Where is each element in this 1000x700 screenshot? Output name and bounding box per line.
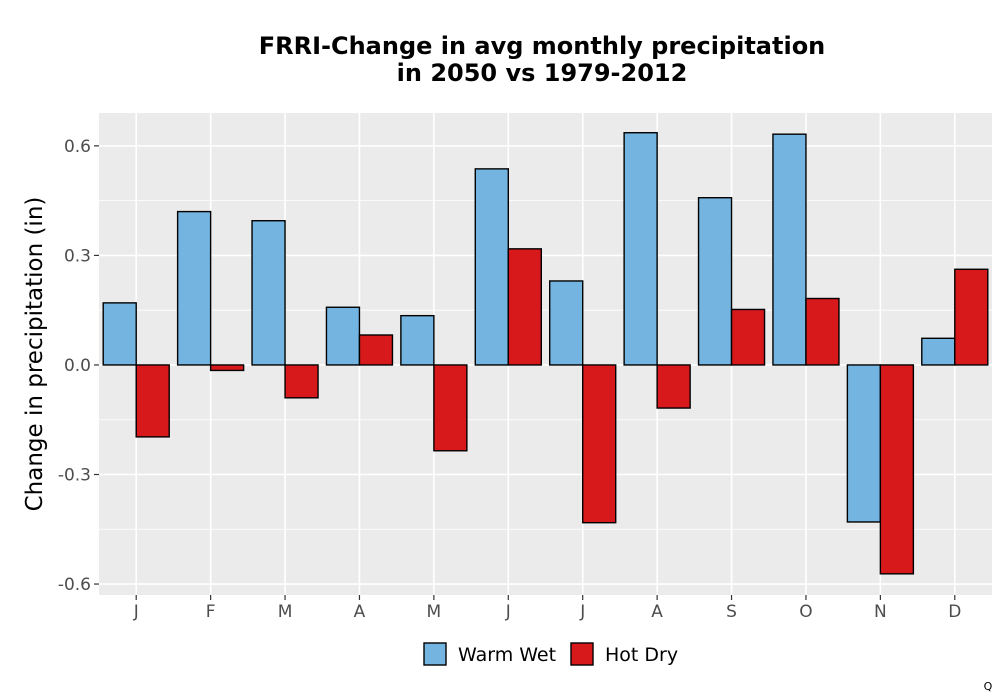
y-tick-label: 0.6: [64, 137, 91, 157]
legend-label-warm-wet: Warm Wet: [458, 644, 556, 666]
bar-hot-dry: [507, 248, 542, 366]
bar-hot-dry: [284, 364, 319, 399]
bars: [102, 132, 989, 575]
bar-hot-dry: [805, 297, 840, 366]
legend-key-hot-dry: [570, 642, 594, 666]
bar-warm-wet: [921, 337, 956, 366]
bar-warm-wet: [772, 133, 807, 366]
bar-hot-dry: [135, 364, 170, 438]
x-tick-label: J: [505, 602, 511, 622]
bar-hot-dry: [730, 308, 766, 366]
y-tick-label: -0.6: [58, 575, 91, 595]
bar-hot-dry: [433, 364, 468, 452]
bar-warm-wet: [623, 132, 658, 366]
x-tick-label: M: [278, 602, 293, 622]
x-tick-label: N: [874, 602, 887, 622]
chart-title-line-2: in 2050 vs 1979-2012: [397, 59, 688, 87]
chart-title-line-1: FRRI-Change in avg monthly precipitation: [259, 32, 826, 60]
bar-warm-wet: [846, 364, 882, 523]
x-tick-label: M: [427, 602, 442, 622]
bar-hot-dry: [879, 364, 915, 575]
y-tick-label: -0.3: [58, 466, 91, 486]
x-tick-label: J: [579, 602, 585, 622]
bar-warm-wet: [697, 197, 733, 366]
plot-panel: [99, 113, 992, 595]
bar-warm-wet: [325, 306, 361, 366]
corner-mark: Q: [984, 680, 993, 693]
bar-warm-wet: [400, 314, 435, 366]
bar-hot-dry: [954, 268, 989, 366]
bar-warm-wet: [251, 220, 286, 366]
legend-label-hot-dry: Hot Dry: [605, 644, 678, 666]
y-tick-label: 0.0: [64, 356, 91, 376]
bar-hot-dry: [582, 364, 617, 524]
bar-warm-wet: [176, 210, 212, 366]
bar-hot-dry: [656, 364, 691, 409]
bar-warm-wet: [102, 302, 137, 366]
legend: Warm Wet Hot Dry: [423, 642, 678, 666]
x-tick-label: D: [948, 602, 961, 622]
bar-warm-wet: [549, 280, 584, 366]
y-axis-ticks: -0.6 -0.3 0.0 0.3 0.6: [58, 137, 99, 595]
x-tick-label: J: [133, 602, 139, 622]
y-axis-title: Change in precipitation (in): [22, 197, 48, 512]
x-tick-label: F: [206, 602, 216, 622]
bar-warm-wet: [474, 168, 509, 366]
x-tick-label: S: [726, 602, 737, 622]
x-tick-label: A: [354, 602, 366, 622]
x-tick-label: A: [651, 602, 663, 622]
bar-hot-dry: [209, 364, 245, 372]
legend-key-warm-wet: [423, 642, 447, 666]
y-tick-label: 0.3: [64, 246, 91, 266]
bar-hot-dry: [358, 334, 394, 366]
x-tick-label: O: [799, 602, 812, 622]
